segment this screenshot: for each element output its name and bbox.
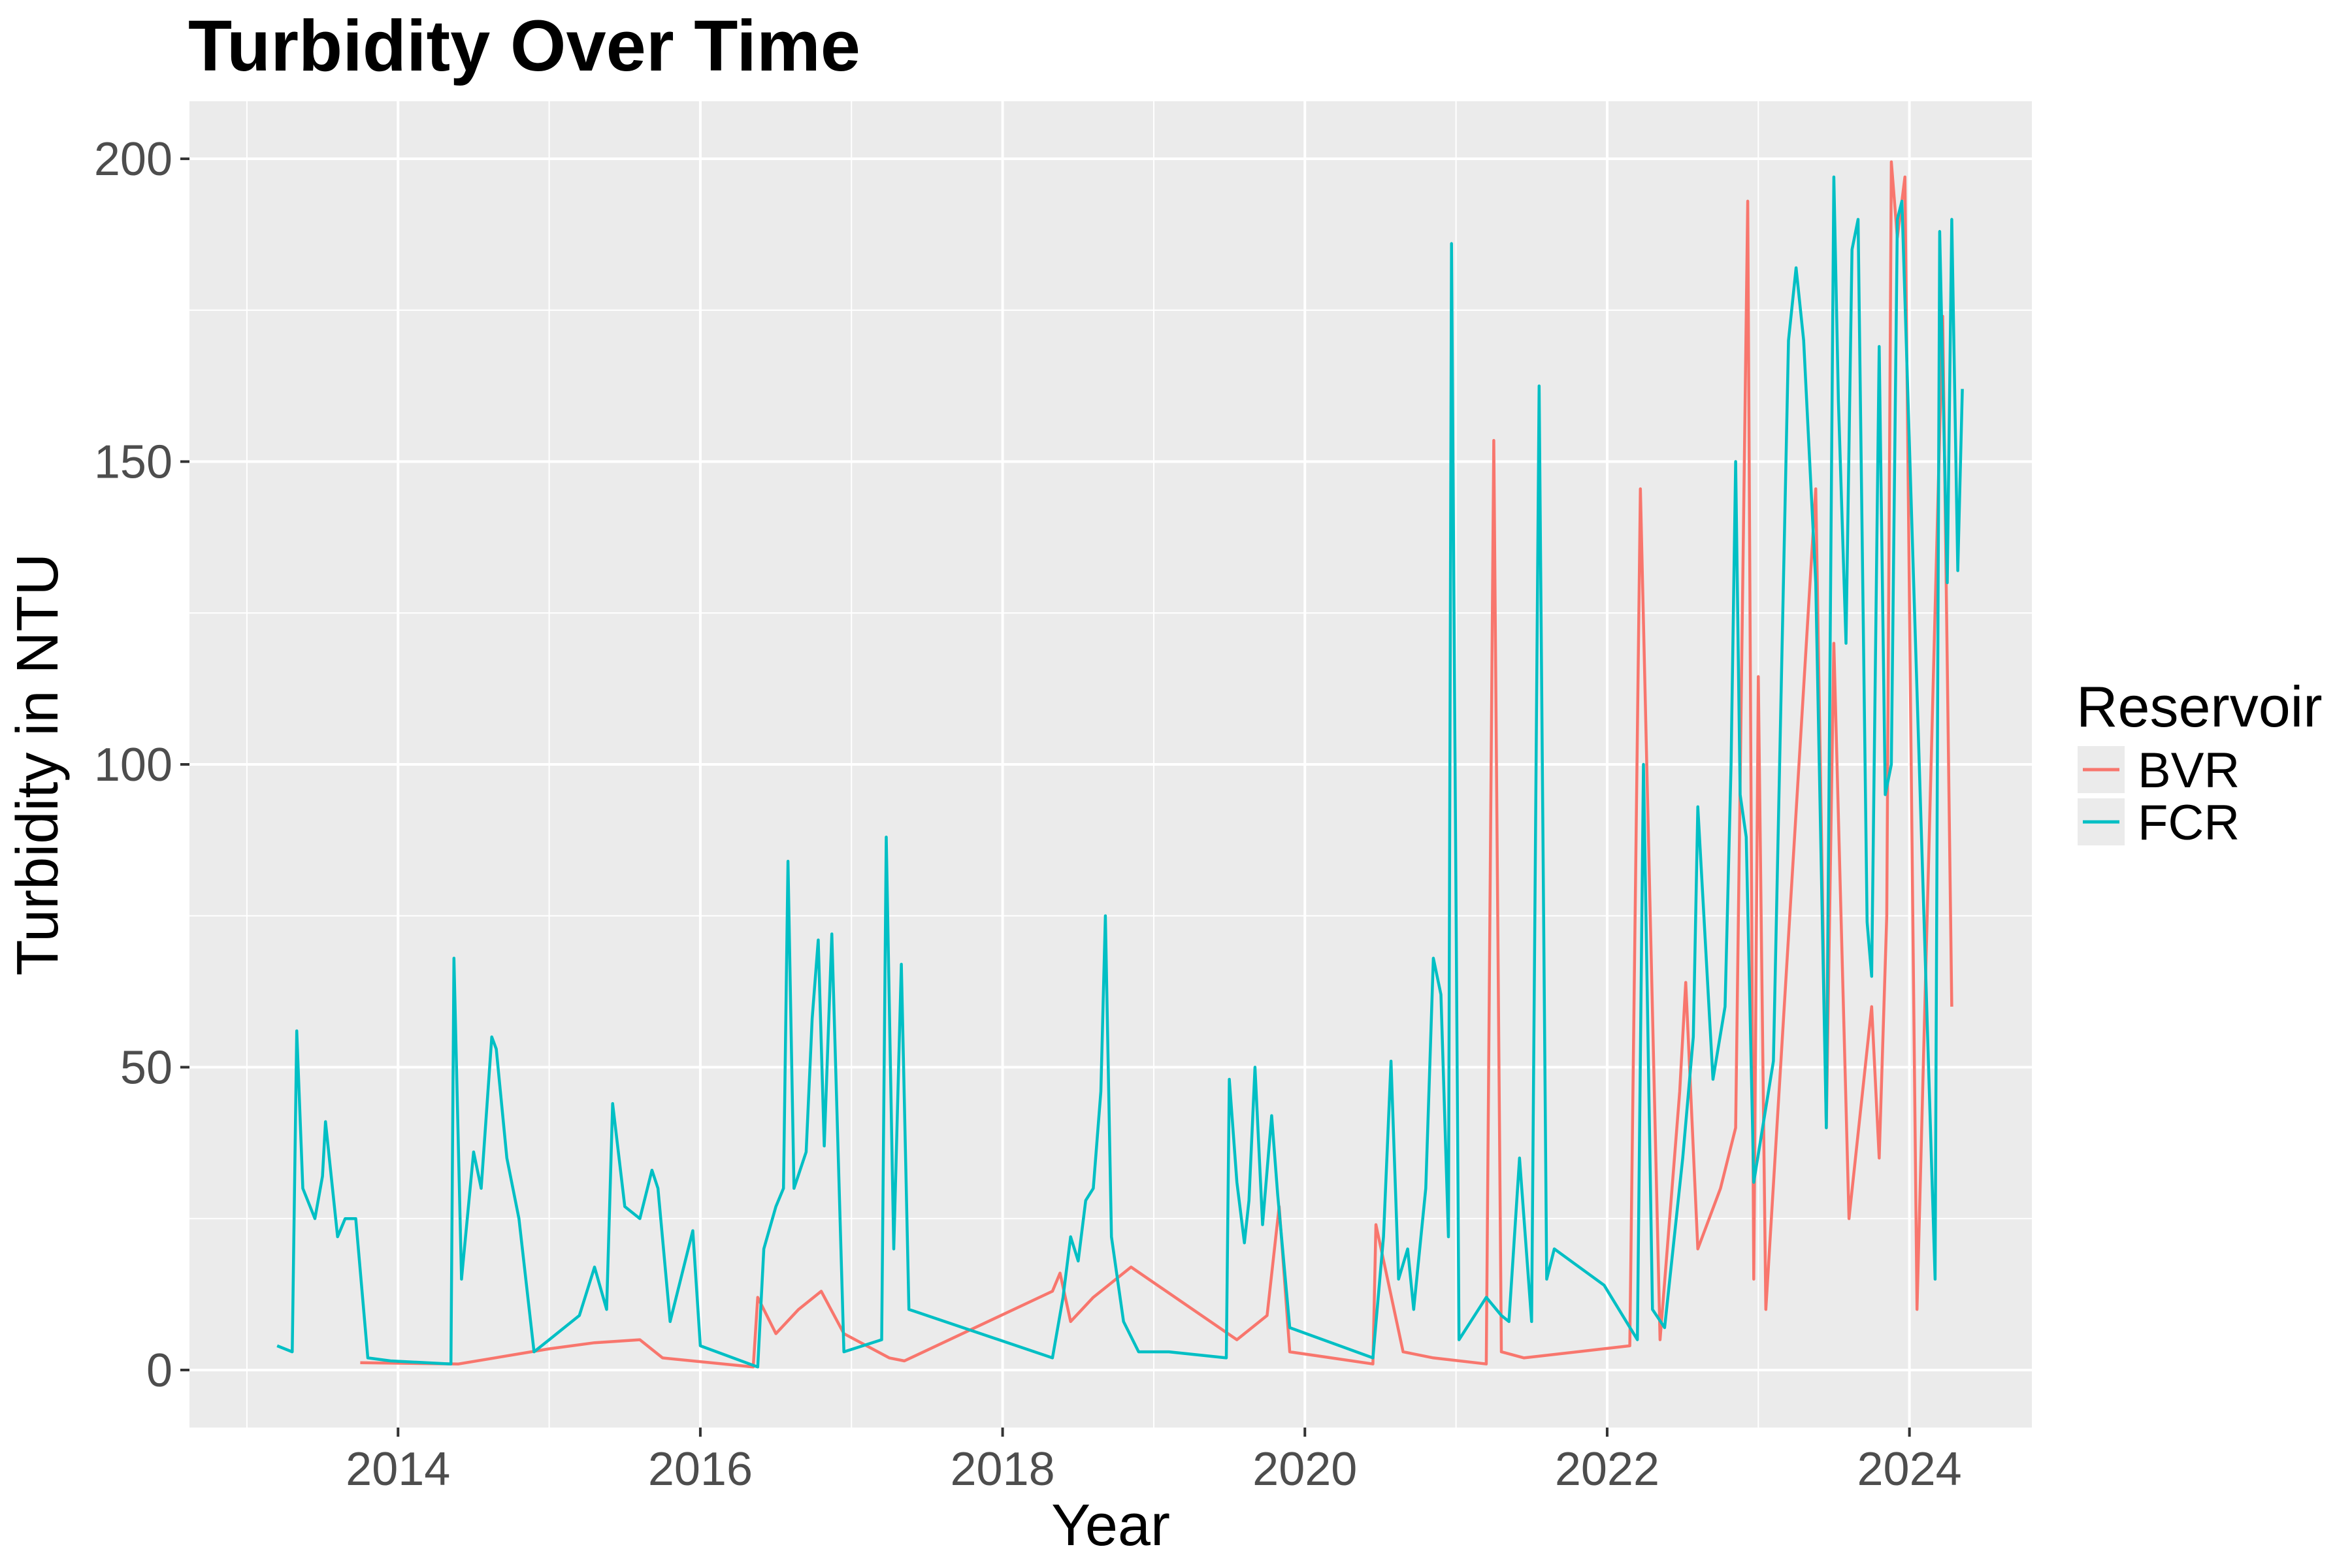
- x-tick-label: 2014: [346, 1443, 450, 1495]
- x-axis-title: Year: [1051, 1493, 1170, 1558]
- series-line-fcr: [276, 175, 1964, 1369]
- legend-title: Reservoir: [2076, 674, 2323, 739]
- y-tick-label: 50: [120, 1041, 172, 1094]
- legend: Reservoir BVR FCR: [2076, 674, 2323, 851]
- y-tick-label: 100: [94, 739, 172, 791]
- legend-label-fcr: FCR: [2138, 795, 2240, 851]
- y-axis-title: Turbidity in NTU: [5, 553, 71, 976]
- legend-label-bvr: BVR: [2138, 743, 2240, 798]
- grid-major: [189, 101, 2032, 1428]
- y-tick-label: 0: [146, 1345, 172, 1397]
- y-tick-label: 150: [94, 436, 172, 489]
- y-axis: 0 50 100 150 200: [94, 133, 189, 1397]
- x-tick-label: 2018: [951, 1443, 1055, 1495]
- series-layer: [276, 160, 1964, 1369]
- x-tick-label: 2024: [1857, 1443, 1962, 1495]
- x-axis: 2014 2016 2018 2020 2022 2024: [346, 1428, 1962, 1495]
- chart-title: Turbidity Over Time: [188, 6, 860, 86]
- x-tick-label: 2020: [1252, 1443, 1357, 1495]
- x-tick-label: 2022: [1555, 1443, 1659, 1495]
- y-tick-label: 200: [94, 133, 172, 186]
- series-line-bvr: [360, 160, 1953, 1369]
- x-tick-label: 2016: [648, 1443, 753, 1495]
